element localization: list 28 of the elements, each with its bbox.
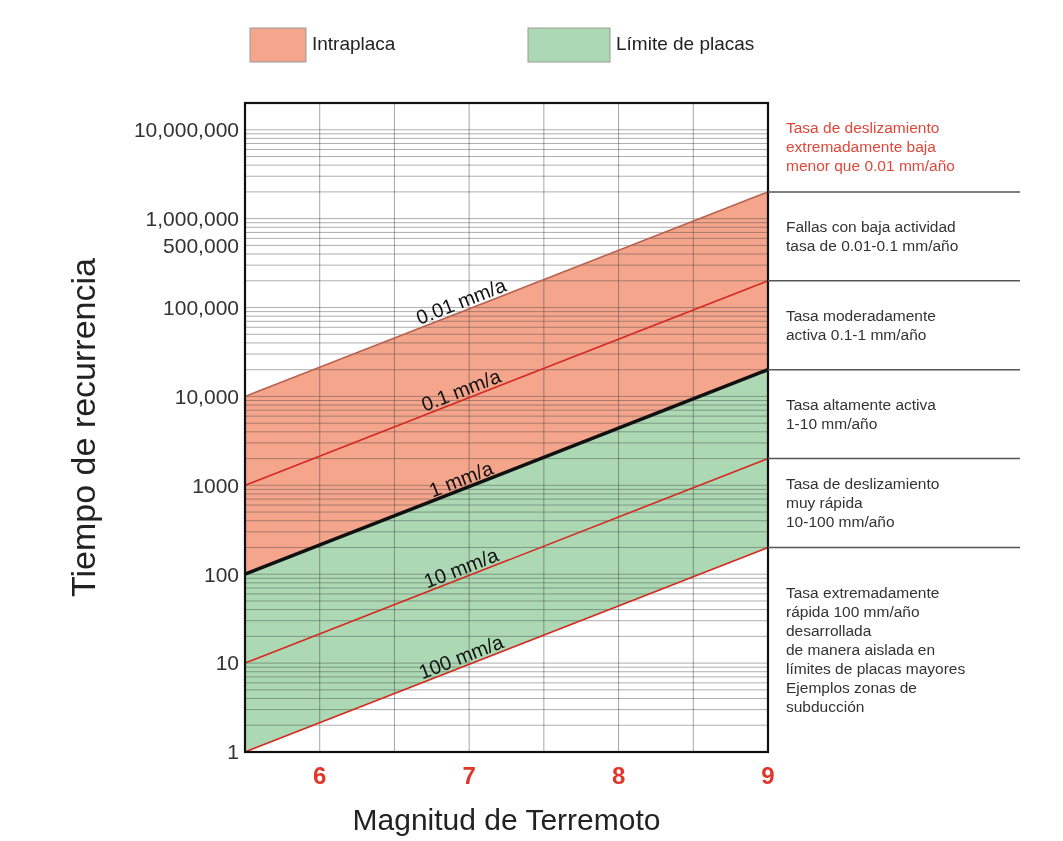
text: Fallas con baja actividad tasa de 0.01-0.1 mm/año [786, 217, 959, 254]
y-tick-label: 1,000,000 [145, 207, 239, 230]
y-tick-label: 100,000 [163, 295, 239, 319]
text: 0.01 mm/a [413, 273, 510, 329]
y-tick-label: 500,000 [163, 233, 239, 257]
text: Tasa extremadamente rápida 100 mm/año desarrollada de manera aislada en límites de placas mayores Ejemplos zonas de subducción [786, 583, 966, 715]
x-tick-label: 7 [462, 762, 476, 789]
legend-label: Intraplaca [312, 33, 396, 54]
text: Tasa altamente activa 1-10 mm/año [786, 395, 937, 432]
text: Tasa de deslizamiento muy rápida 10-100 mm/año [786, 475, 940, 531]
x-tick-label: 6 [313, 762, 327, 789]
x-tick-label: 8 [611, 762, 626, 789]
y-tick-label: 10,000,000 [133, 118, 239, 142]
text: 0.1 mm/a [418, 364, 505, 416]
text: Tasa de deslizamiento extremadamente baja menor que 0.01 mm/año [786, 119, 955, 175]
y-tick-label: 1 [227, 740, 239, 764]
y-tick-label: 10,000 [174, 384, 239, 408]
x-tick-label: 9 [761, 762, 775, 789]
text: 10 mm/a [420, 543, 503, 593]
legend-label: Límite de placas [616, 33, 755, 54]
y-tick-label: 100 [203, 562, 239, 586]
y-tick-label: 1000 [192, 473, 239, 497]
y-axis-title: Tiempo de recurrencia [64, 257, 102, 597]
y-tick-label: 10 [215, 651, 239, 675]
x-axis-title: Magnitud de Terremoto [352, 803, 661, 836]
text: 1 mm/a [425, 456, 497, 502]
text: 100 mm/a [415, 630, 508, 684]
text: Tasa moderadamente activa 0.1-1 mm/año [786, 306, 936, 343]
